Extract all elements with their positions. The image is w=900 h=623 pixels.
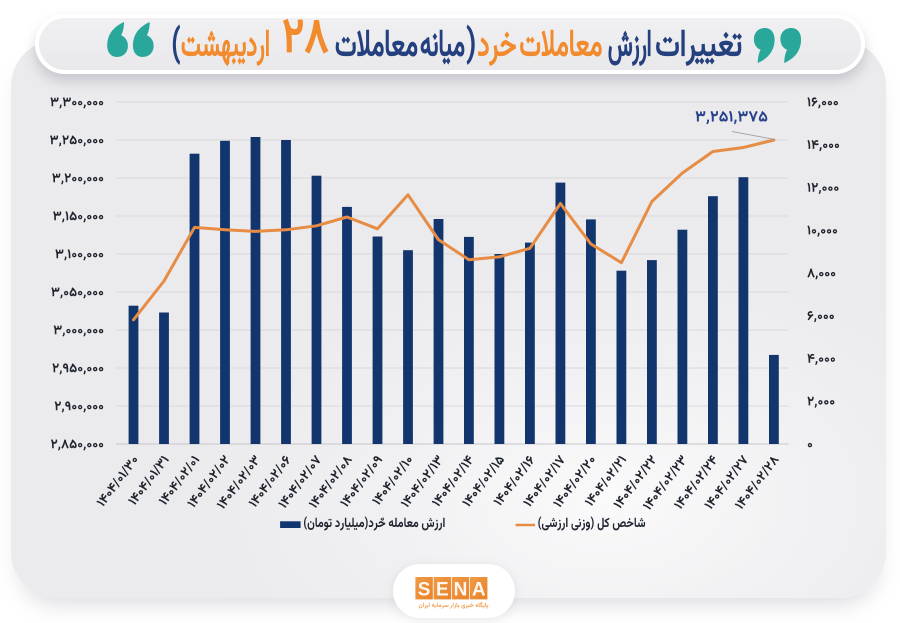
svg-text:N: N [454, 580, 468, 601]
svg-text:S: S [418, 580, 431, 601]
svg-text:A: A [472, 580, 486, 601]
svg-text:E: E [436, 580, 449, 601]
